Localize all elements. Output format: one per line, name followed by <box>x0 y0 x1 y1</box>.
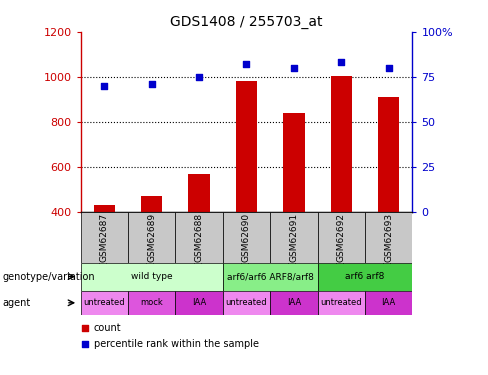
Title: GDS1408 / 255703_at: GDS1408 / 255703_at <box>170 15 323 30</box>
Text: count: count <box>94 323 122 333</box>
Text: GSM62693: GSM62693 <box>384 213 393 262</box>
Point <box>81 325 89 331</box>
Bar <box>223 262 318 291</box>
Bar <box>318 212 365 262</box>
Text: GSM62690: GSM62690 <box>242 213 251 262</box>
Point <box>148 81 156 87</box>
Bar <box>365 291 412 315</box>
Text: arf6/arf6 ARF8/arf8: arf6/arf6 ARF8/arf8 <box>227 272 314 281</box>
Point <box>101 83 108 89</box>
Bar <box>270 212 318 262</box>
Point <box>290 65 298 71</box>
Bar <box>175 291 223 315</box>
Bar <box>81 212 128 262</box>
Bar <box>128 291 175 315</box>
Text: IAA: IAA <box>287 298 301 307</box>
Bar <box>378 97 399 212</box>
Point <box>385 65 392 71</box>
Text: IAA: IAA <box>192 298 206 307</box>
Text: GSM62689: GSM62689 <box>147 213 156 262</box>
Bar <box>175 212 223 262</box>
Text: GSM62687: GSM62687 <box>100 213 109 262</box>
Point <box>81 341 89 347</box>
Bar <box>188 174 210 212</box>
Point <box>195 74 203 80</box>
Bar <box>283 113 305 212</box>
Text: untreated: untreated <box>83 298 125 307</box>
Bar <box>318 262 412 291</box>
Bar <box>128 212 175 262</box>
Text: genotype/variation: genotype/variation <box>2 272 95 282</box>
Text: arf6 arf8: arf6 arf8 <box>346 272 385 281</box>
Text: GSM62692: GSM62692 <box>337 213 346 262</box>
Bar <box>270 291 318 315</box>
Point <box>243 61 250 67</box>
Text: IAA: IAA <box>382 298 396 307</box>
Bar <box>141 196 163 212</box>
Text: GSM62691: GSM62691 <box>289 213 298 262</box>
Bar <box>330 76 352 212</box>
Bar <box>365 212 412 262</box>
Point <box>337 60 345 66</box>
Text: untreated: untreated <box>321 298 362 307</box>
Bar <box>94 205 115 212</box>
Text: percentile rank within the sample: percentile rank within the sample <box>94 339 259 349</box>
Bar <box>223 291 270 315</box>
Text: agent: agent <box>2 298 31 308</box>
Text: wild type: wild type <box>131 272 172 281</box>
Bar <box>236 81 257 212</box>
Bar <box>81 262 223 291</box>
Bar <box>318 291 365 315</box>
Bar <box>223 212 270 262</box>
Bar <box>81 291 128 315</box>
Text: mock: mock <box>140 298 163 307</box>
Text: GSM62688: GSM62688 <box>195 213 203 262</box>
Text: untreated: untreated <box>225 298 267 307</box>
